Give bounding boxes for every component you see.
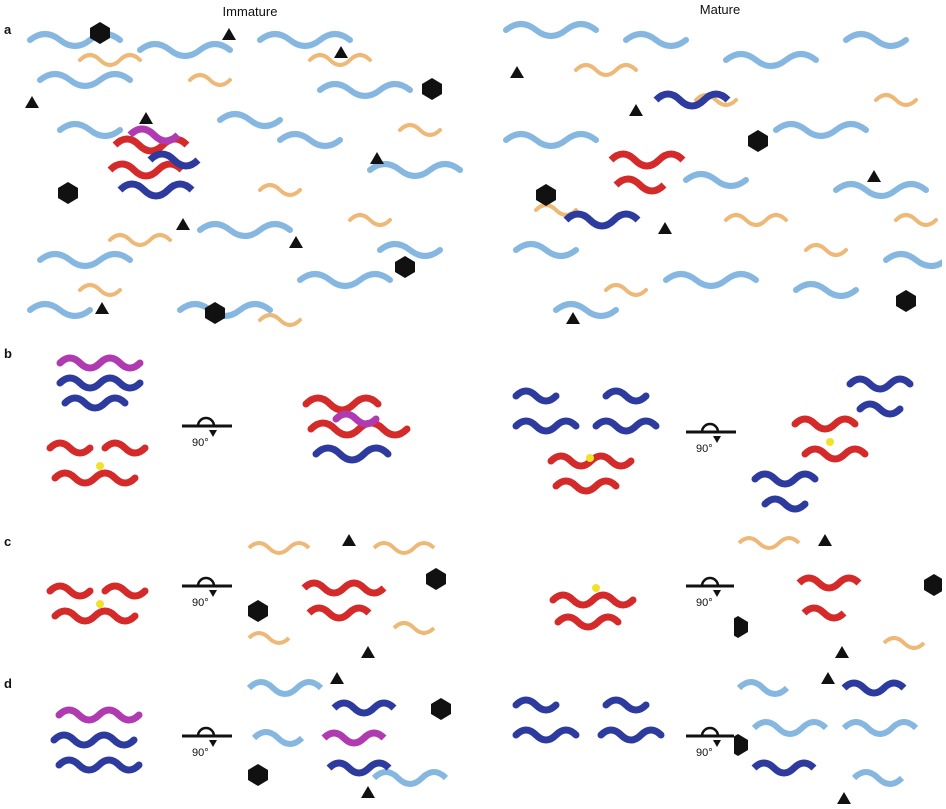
svg-text:90°: 90° <box>192 597 209 609</box>
mature-ctd-dimer <box>549 584 637 631</box>
svg-text:90°: 90° <box>192 437 209 449</box>
immature-lattice-image <box>20 20 463 336</box>
immature-ctd-dimer <box>46 582 149 625</box>
mature-ntd-dimer <box>512 696 665 744</box>
rotation-arrow-icon: 90° <box>182 416 232 449</box>
svg-text:90°: 90° <box>696 597 713 609</box>
mature-ctd-lattice-image <box>734 528 942 658</box>
panel-label-a: a <box>4 22 12 37</box>
mature-ntd-lattice-image <box>734 668 942 806</box>
panel-label-c: c <box>4 534 12 549</box>
highlighted-molecule <box>107 125 201 200</box>
mature-lattice-image <box>496 20 942 336</box>
column-title-mature: Mature <box>699 2 741 17</box>
rotation-arrow-icon: 90° <box>182 576 232 609</box>
panel-label-d: d <box>4 676 12 691</box>
rotation-arrow-icon: 90° <box>686 576 736 609</box>
immature-ntd-lattice-image <box>244 668 456 806</box>
rotation-arrow-icon: 90° <box>182 726 232 759</box>
immature-dimer-top-view <box>302 394 411 464</box>
immature-ctd-lattice-image <box>244 528 456 658</box>
panel-label-b: b <box>4 346 12 361</box>
column-title-immature: Immature <box>222 4 278 19</box>
immature-dimer-side-view <box>46 354 149 487</box>
rotation-arrow-icon: 90° <box>686 422 736 455</box>
svg-text:90°: 90° <box>696 747 713 759</box>
immature-ntd-dimer <box>50 706 143 774</box>
rotation-arrow-icon: 90° <box>686 726 736 759</box>
svg-text:90°: 90° <box>696 443 713 455</box>
svg-text:90°: 90° <box>192 747 209 759</box>
mature-dimer-side-view <box>512 387 660 495</box>
mature-dimer-top-view <box>751 375 914 513</box>
